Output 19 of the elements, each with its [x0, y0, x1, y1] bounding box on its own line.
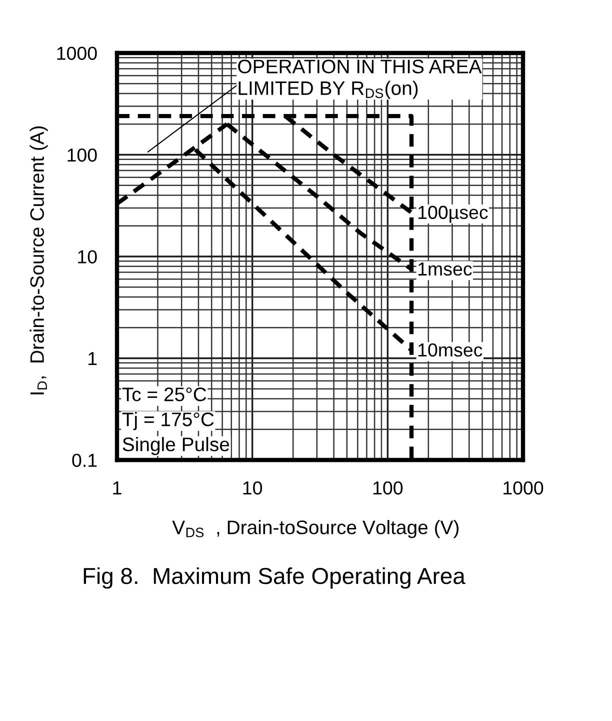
x-tick-label: 100: [373, 481, 403, 495]
y-axis-title: I$_{D}$, Drain-to-Source Current (A): [30, 126, 48, 394]
text: Fig 8. Maximum Safe Operating Area: [84, 567, 466, 589]
y-tick-label: 10: [78, 250, 97, 264]
annotation: Single Pulse: [122, 436, 230, 456]
y-tick-label: 100: [68, 148, 97, 162]
series-label: 1msec: [418, 262, 472, 276]
annotation: Tj = 175°C: [122, 412, 214, 430]
series-label: 10msec: [418, 343, 482, 357]
x-tick-label: 1: [113, 482, 122, 494]
series-label: 100µsec: [418, 206, 488, 223]
annotation: Tc = 25°C: [122, 388, 206, 402]
x-tick-label: 10: [243, 481, 262, 495]
x-tick-label: 1000: [504, 481, 544, 495]
x-axis-title: V$_{DS}$ , Drain-toSource Voltage (V): [172, 520, 459, 538]
y-tick-label: 1: [88, 352, 97, 366]
y-tick-label: 0.1: [72, 454, 97, 467]
y-tick-label: 1000: [57, 46, 97, 60]
annotation: OPERATION IN THIS AREA LIMITED BY R$_{DS}$(on): [238, 60, 482, 99]
